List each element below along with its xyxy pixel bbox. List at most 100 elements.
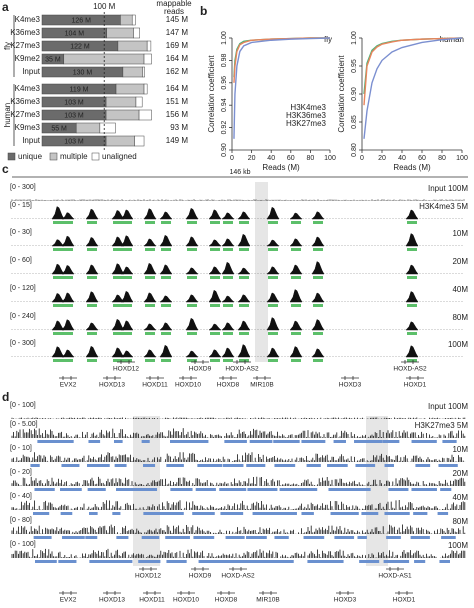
- x-tick-label: 0: [360, 155, 364, 162]
- peak-call: [113, 332, 123, 335]
- total-label: 169 M: [166, 41, 189, 50]
- broad-call: [88, 440, 101, 443]
- bar-segment: [138, 109, 152, 121]
- x-tick-label: 40: [267, 155, 275, 162]
- broad-call: [300, 488, 318, 491]
- bar-value-label: 103 M: [64, 112, 84, 119]
- gene-label: HOXD-AS2: [225, 366, 259, 373]
- broad-call: [32, 512, 50, 515]
- signal: [11, 317, 463, 331]
- peak-call: [313, 221, 323, 224]
- total-label: 145 M: [166, 15, 189, 24]
- broad-call: [252, 512, 280, 515]
- peak-call: [223, 332, 233, 335]
- broad-call: [303, 536, 325, 539]
- gene-model: [253, 376, 271, 380]
- broad-call: [330, 560, 344, 563]
- peak-call: [63, 304, 73, 307]
- x-tick-label: 80: [438, 155, 446, 162]
- panel-label: a: [2, 0, 9, 14]
- peak-call: [161, 304, 171, 307]
- broad-call: [276, 560, 294, 563]
- peak-call: [113, 276, 123, 279]
- track-name: Input 100M: [428, 184, 468, 193]
- broad-call: [247, 488, 278, 491]
- y-tick-label: 0.95: [351, 59, 358, 73]
- chart-title: human: [440, 35, 464, 44]
- broad-call: [410, 536, 430, 539]
- peak-call: [122, 248, 132, 251]
- gene-label: HOXD8: [215, 597, 238, 604]
- peak-call: [239, 248, 249, 251]
- broad-call: [62, 536, 85, 539]
- broad-call: [382, 440, 400, 443]
- broad-call: [330, 512, 359, 515]
- series-line: [363, 37, 463, 106]
- signal: [11, 233, 463, 247]
- signal: [11, 476, 466, 486]
- peak-call: [145, 304, 155, 307]
- legend-swatch: [91, 152, 100, 161]
- gene-label: EVX2: [60, 597, 77, 604]
- broad-call: [219, 560, 250, 563]
- gene-model: [233, 360, 251, 364]
- peak-call: [161, 276, 171, 279]
- bar-segment: [131, 14, 136, 26]
- bar-value-label: 130 M: [73, 69, 93, 76]
- peak-call: [291, 359, 301, 362]
- peak-call: [122, 304, 132, 307]
- x-tick-label: 100: [456, 155, 468, 162]
- signal: [11, 261, 463, 275]
- gene-label: HOXD13: [99, 597, 125, 604]
- gene-model: [103, 376, 121, 380]
- broad-call: [59, 488, 82, 491]
- broad-call: [220, 512, 244, 515]
- broad-call: [37, 440, 66, 443]
- bar-segment: [99, 122, 116, 134]
- gene-label: HOXD9: [189, 366, 212, 373]
- broad-call: [168, 512, 184, 515]
- legend-label: H3K36me3: [286, 111, 327, 120]
- gene-model: [217, 591, 235, 595]
- panel-label: b: [200, 4, 207, 18]
- bar-segment: [115, 83, 145, 95]
- gene-label: HOXD8: [217, 382, 240, 389]
- legend-label: unique: [18, 152, 43, 161]
- track-name: H3K4me3 5M: [419, 202, 468, 211]
- peak-call: [145, 332, 155, 335]
- bar-segment: [143, 53, 152, 65]
- broad-call: [246, 536, 267, 539]
- gene-model: [401, 360, 419, 364]
- y-tick-label: 0.85: [351, 115, 358, 129]
- gene-label: MIR10B: [256, 597, 279, 604]
- gene-model: [191, 360, 209, 364]
- bar-segment: [117, 40, 148, 52]
- gene-label: HOXD12: [135, 573, 161, 580]
- broad-call: [333, 440, 346, 443]
- peak-call: [122, 276, 132, 279]
- broad-call: [143, 512, 172, 515]
- track-range: [0 - 20]: [10, 469, 32, 476]
- signal: [11, 452, 466, 462]
- total-label: 149 M: [166, 136, 189, 145]
- peak-call: [161, 221, 171, 224]
- group-label: human: [3, 103, 12, 127]
- peak-call: [187, 221, 197, 224]
- broad-call: [246, 464, 266, 467]
- peak-call: [407, 276, 417, 279]
- bar-segment: [133, 27, 140, 39]
- bar-segment: [63, 53, 145, 65]
- y-tick-label: 0.90: [221, 143, 228, 157]
- signal: [11, 417, 466, 419]
- x-tick-label: 60: [287, 155, 295, 162]
- track-range: [0 - 100]: [10, 541, 36, 548]
- peak-call: [210, 304, 220, 307]
- broad-call: [386, 536, 401, 539]
- broad-call: [384, 512, 410, 515]
- broad-call: [87, 488, 106, 491]
- y-axis-label: Correlation coefficient: [207, 55, 216, 133]
- track-name: 40M: [452, 493, 468, 502]
- broad-call: [61, 464, 80, 467]
- group-label: fly: [3, 42, 12, 50]
- gene-model: [117, 360, 135, 364]
